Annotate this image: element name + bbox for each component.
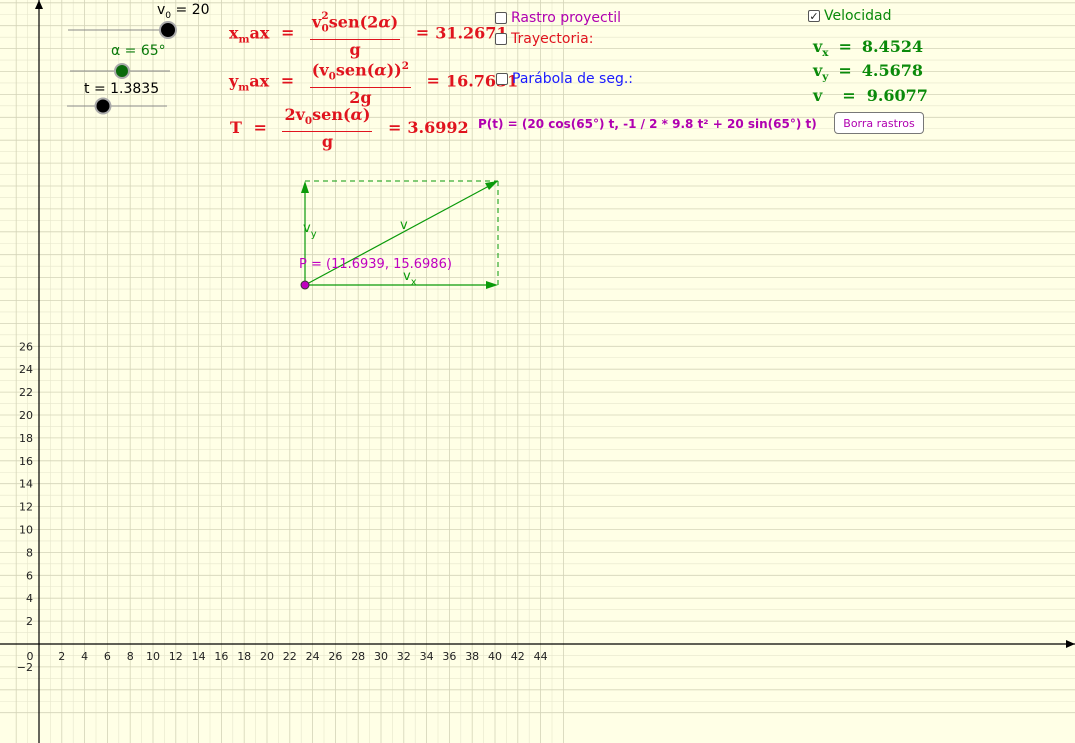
vy-vector-label: vy [303,221,317,240]
checkbox-velocidad-box[interactable]: ✓ [808,9,820,23]
x-tick-label: 22 [283,650,297,663]
y-tick-label: 26 [19,340,33,353]
x-tick-label: 18 [237,650,251,663]
ymax-formula: ymax = (v0sen(α))2 2g = 16.7631 [229,57,518,107]
time-formula: T = 2v0sen(α) g = 3.6992 [230,105,469,152]
x-tick-label: 42 [511,650,525,663]
y-tick-label: −2 [17,661,33,674]
velocity-vectors: v vx vy [301,180,499,289]
y-tick-label: 24 [19,363,33,376]
checkbox-trayectoria-box[interactable] [495,33,507,45]
slider-t-handle[interactable] [94,97,112,115]
checkbox-parabola[interactable]: Parábola de seg.: [496,71,633,87]
y-tick-label: 14 [19,478,33,491]
checkbox-velocidad[interactable]: ✓ Velocidad [808,8,892,24]
x-tick-label: 10 [146,650,160,663]
time-value: 3.6992 [407,118,469,138]
x-tick-label: 30 [374,650,388,663]
x-tick-label: 32 [397,650,411,663]
point-p-label: P = (11.6939, 15.6986) [299,257,452,272]
v-vector-label: v [400,218,408,233]
x-tick-label: 40 [488,650,502,663]
checkbox-rastro-box[interactable] [495,12,507,24]
x-tick-label: 0 [27,650,34,663]
y-tick-label: 22 [19,386,33,399]
slider-v0-label: v0 = 20 [157,2,210,21]
x-tick-label: 36 [442,650,456,663]
y-tick-label: 8 [26,546,33,559]
y-tick-label: 16 [19,455,33,468]
vy-readout: vy = 4.5678 [813,61,923,84]
xmax-value: 31.2671 [435,23,508,43]
x-tick-label: 26 [328,650,342,663]
x-tick-label: 44 [534,650,548,663]
slider-alpha-label: α = 65° [111,43,166,59]
y-tick-labels: 26 24 22 20 18 16 14 12 10 8 6 4 2 −2 [17,340,33,674]
x-tick-label: 38 [465,650,479,663]
x-tick-label: 12 [169,650,183,663]
vy-vector-head [301,181,309,193]
x-tick-label: 14 [192,650,206,663]
x-tick-label: 34 [420,650,434,663]
v-readout: v = 9.6077 [813,86,928,105]
x-tick-label: 16 [214,650,228,663]
parametric-equation: P(t) = (20 cos(65°) t, -1 / 2 * 9.8 t² +… [478,117,817,131]
slider-alpha-handle[interactable] [114,63,130,79]
vx-vector-label: vx [403,269,417,288]
v-vector-head [485,181,498,190]
x-tick-label: 4 [81,650,88,663]
checkbox-rastro-proyectil[interactable]: Rastro proyectil [495,10,621,26]
slider-alpha[interactable] [70,63,170,79]
y-tick-label: 4 [26,592,33,605]
checkbox-parabola-box[interactable] [496,73,508,85]
slider-v0-handle[interactable] [159,21,177,39]
x-axis-arrow [1066,640,1075,648]
y-tick-label: 18 [19,432,33,445]
x-tick-label: 8 [127,650,134,663]
y-tick-label: 10 [19,524,33,537]
point-p[interactable] [300,280,310,290]
x-tick-label: 6 [104,650,111,663]
y-tick-label: 20 [19,409,33,422]
x-tick-label: 28 [351,650,365,663]
x-tick-label: 2 [58,650,65,663]
slider-v0[interactable] [68,21,177,39]
y-tick-label: 6 [26,569,33,582]
y-tick-label: 2 [26,615,33,628]
x-tick-label: 20 [260,650,274,663]
checkbox-trayectoria[interactable]: Trayectoria: [495,31,593,47]
borra-rastros-button[interactable]: Borra rastros [834,112,924,134]
vx-vector-head [486,281,498,289]
y-tick-label: 12 [19,501,33,514]
x-tick-labels: 0 2 4 6 8 10 12 14 16 18 20 22 24 26 28 30 32 34 36 38 40 42 4… [27,650,548,663]
v-vector [304,185,490,286]
y-axis-arrow [35,0,43,9]
xmax-formula: xmax = v20sen(2α) g = 31.2671 [229,10,508,59]
x-tick-label: 24 [306,650,320,663]
slider-t-label: t = 1.3835 [84,81,160,97]
slider-t[interactable] [67,97,167,115]
vx-readout: vx = 8.4524 [813,37,924,60]
